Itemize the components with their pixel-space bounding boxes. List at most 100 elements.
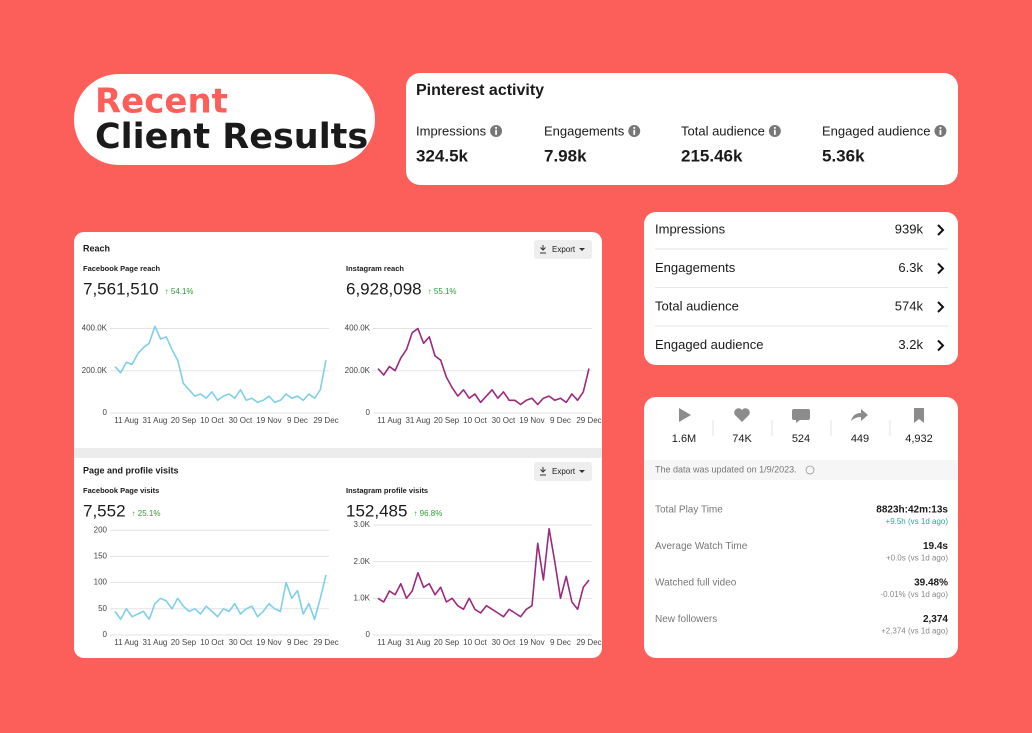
row-delta: -0.01% (vs 1d ago) (880, 590, 948, 599)
x-tick-label: 10 Oct (463, 638, 487, 647)
export-bg[interactable] (534, 240, 592, 259)
x-tick-label: 30 Oct (492, 416, 516, 425)
summary-row[interactable]: Engaged audience 3.2k (655, 337, 945, 352)
info-dot (495, 127, 497, 129)
summary-row[interactable]: Impressions 939k (655, 221, 945, 236)
metric-value: 7.98k (544, 146, 587, 165)
count: 74K (732, 433, 752, 445)
y-tick-label: 1.0K (354, 593, 371, 602)
summary-list: Impressions 939k Engagements 6.3k Total audi… (655, 221, 948, 352)
x-tick-label: 29 Dec (576, 416, 601, 425)
caret (579, 470, 585, 473)
x-tick-label: 10 Oct (200, 416, 224, 425)
x-tick-label: 20 Sep (434, 416, 460, 425)
x-tick-label: 19 Nov (256, 638, 281, 647)
x-tick-label: 30 Oct (229, 638, 253, 647)
clock-icon (805, 465, 815, 475)
caret (579, 248, 585, 251)
x-tick-label: 11 Aug (377, 638, 401, 647)
chart-change: ↑ 96.8% (413, 509, 442, 518)
x-tick-label: 19 Nov (256, 416, 281, 425)
x-tick-label: 20 Sep (171, 638, 197, 647)
section-title: Reach (83, 243, 110, 253)
row-label: Watched full video (655, 578, 737, 589)
count: 449 (851, 433, 869, 445)
chart-change: ↑ 25.1% (132, 509, 161, 518)
y-tick-label: 50 (98, 604, 107, 613)
chart-title: Instagram reach (346, 264, 404, 273)
note-band (644, 460, 958, 480)
y-tick-label: 0 (366, 630, 371, 639)
y-tick-label: 0 (366, 408, 371, 417)
row-label: Engagements (655, 260, 736, 275)
tiktok-icons (679, 408, 924, 423)
summary-card (644, 212, 958, 365)
chart-total: 7,552 (83, 501, 126, 520)
count: 4,932 (905, 433, 933, 445)
metric-value: 324.5k (416, 146, 469, 165)
download-icon (540, 467, 546, 476)
chevron (937, 339, 945, 352)
x-tick-label: 19 Nov (519, 416, 544, 425)
count: 524 (792, 433, 810, 445)
y-tick-label: 400.0K (345, 324, 371, 333)
y-tick-label: 2.0K (354, 557, 371, 566)
heart-icon (734, 408, 750, 422)
row-label: Average Watch Time (655, 541, 748, 552)
x-tick-label: 29 Dec (313, 416, 338, 425)
download-icon (540, 245, 546, 254)
chart-title: Instagram profile visits (346, 486, 428, 495)
comment-icon (792, 409, 810, 423)
meta-panel (74, 232, 602, 658)
metric-label: Engaged audience (822, 123, 930, 138)
series-line (114, 325, 327, 404)
header-line2: Client Results (95, 117, 368, 157)
share-icon (851, 409, 868, 421)
y-tick-label: 400.0K (82, 324, 108, 333)
header-line1: Recent (95, 82, 228, 122)
y-tick-label: 0 (103, 630, 108, 639)
header-pill (74, 74, 375, 165)
y-tick-label: 3.0K (354, 520, 371, 529)
metric-value: 215.46k (681, 146, 743, 165)
summary-row[interactable]: Total audience 574k (655, 298, 945, 313)
row-delta: +9.5h (vs 1d ago) (886, 517, 949, 526)
info-bar (773, 129, 776, 135)
x-tick-label: 9 Dec (550, 416, 571, 425)
series-line (114, 574, 327, 621)
info-bar (633, 129, 636, 135)
section-title: Page and profile visits (83, 465, 179, 475)
y-tick-label: 150 (94, 552, 108, 561)
x-tick-label: 10 Oct (463, 416, 487, 425)
pinterest-metrics: Impressions 324.5k Engagements 7.98k Total a… (416, 123, 947, 165)
x-tick-label: 9 Dec (287, 638, 308, 647)
export-bg[interactable] (534, 462, 592, 481)
export-button[interactable]: Export (534, 462, 592, 481)
x-tick-label: 31 Aug (142, 638, 167, 647)
row-label: Total Play Time (655, 505, 723, 516)
x-tick-label: 20 Sep (171, 416, 197, 425)
row-value: 8823h:42m:13s (876, 505, 948, 516)
y-tick-label: 100 (94, 578, 108, 587)
row-value: 39.48% (914, 578, 948, 589)
x-tick-label: 20 Sep (434, 638, 460, 647)
x-tick-label: 31 Aug (405, 638, 430, 647)
chart-change: ↑ 55.1% (428, 287, 457, 296)
row-value: 574k (895, 298, 924, 313)
x-tick-label: 11 Aug (114, 638, 138, 647)
row-value: 6.3k (898, 260, 923, 275)
info-dot (773, 127, 776, 129)
x-tick-label: 30 Oct (229, 416, 253, 425)
info-bar (939, 129, 942, 135)
row-value: 19.4s (923, 541, 948, 552)
chart-total: 152,485 (346, 501, 407, 520)
summary-row[interactable]: Engagements 6.3k (655, 260, 945, 275)
y-tick-label: 200.0K (82, 366, 108, 375)
export-button[interactable]: Export (534, 240, 592, 259)
x-tick-label: 31 Aug (405, 416, 430, 425)
chart-total: 6,928,098 (346, 279, 422, 298)
info-dot (939, 127, 942, 129)
pinterest-card (406, 73, 958, 185)
